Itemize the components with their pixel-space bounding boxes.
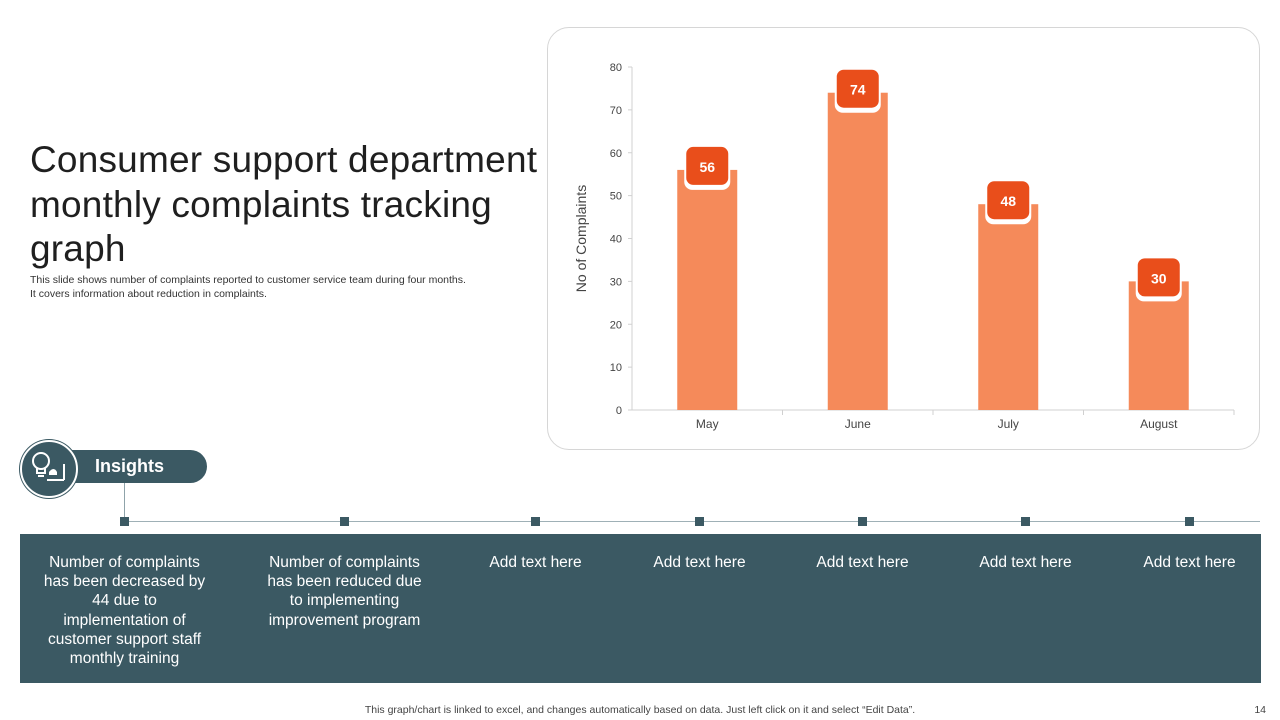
y-tick-label: 60 [610, 148, 622, 160]
data-label: 30 [1151, 270, 1167, 286]
insight-text-3[interactable]: Add text here [489, 554, 582, 571]
timeline-marker [531, 517, 540, 526]
y-tick-label: 30 [610, 276, 622, 288]
insights-title: Insights [95, 456, 165, 476]
insight-text-5[interactable]: Add text here [816, 554, 909, 571]
insights-connector [124, 483, 125, 521]
insights-header [56, 450, 207, 483]
insight-text-1[interactable]: Number of complaints has been decreased … [43, 554, 206, 668]
insight-text-7[interactable]: Add text here [1143, 554, 1236, 571]
x-tick-label: June [845, 417, 871, 431]
page-subtitle: This slide shows number of complaints re… [30, 274, 550, 301]
y-tick-label: 0 [616, 405, 622, 417]
bar-july [978, 204, 1039, 410]
timeline-marker [1021, 517, 1030, 526]
timeline-marker [858, 517, 867, 526]
bar-may [677, 169, 738, 410]
footer-note: This graph/chart is linked to excel, and… [364, 704, 916, 716]
insights-lightbulb-icon [20, 440, 78, 498]
subtitle-line-1: This slide shows number of complaints re… [30, 274, 466, 286]
data-label-badge [987, 181, 1030, 220]
timeline-marker [120, 517, 129, 526]
y-axis-label: No of Complaints [573, 185, 589, 292]
data-label: 56 [699, 159, 715, 175]
y-tick-label: 50 [610, 191, 622, 203]
y-tick-label: 40 [610, 234, 622, 246]
data-label-badge [1137, 258, 1180, 297]
timeline-marker [695, 517, 704, 526]
data-label-badge [836, 69, 879, 108]
bar-june [827, 92, 888, 410]
timeline-marker [1185, 517, 1194, 526]
insight-text-4[interactable]: Add text here [653, 554, 746, 571]
data-label-badge [686, 146, 729, 185]
x-tick-label: August [1140, 417, 1178, 431]
insight-text-2[interactable]: Number of complaints has been reduced du… [267, 554, 422, 629]
bar-august [1128, 281, 1189, 410]
y-tick-label: 70 [610, 105, 622, 117]
lightbulb-icon [32, 452, 65, 481]
timeline-marker [340, 517, 349, 526]
page-title: Consumer support department monthly comp… [30, 139, 538, 269]
chart-card[interactable]: 0 10 20 30 40 50 60 70 80 No of Complaints May 56 Ju… [547, 27, 1260, 450]
data-label: 48 [1000, 193, 1016, 209]
bar-chart[interactable]: 0 10 20 30 40 50 60 70 80 No of Complaints May 56 Ju… [548, 28, 1261, 451]
timeline-line [124, 521, 1260, 522]
data-label: 74 [850, 82, 866, 98]
subtitle-line-2: It covers information about reduction in… [30, 287, 267, 300]
page-number: 14 [1254, 704, 1266, 716]
y-tick-label: 80 [610, 62, 622, 74]
y-tick-label: 20 [610, 319, 622, 331]
x-tick-label: May [696, 417, 719, 431]
insights-panel [20, 534, 1261, 683]
y-tick-label: 10 [610, 362, 622, 374]
x-tick-label: July [998, 417, 1019, 431]
insight-text-6[interactable]: Add text here [979, 554, 1072, 571]
